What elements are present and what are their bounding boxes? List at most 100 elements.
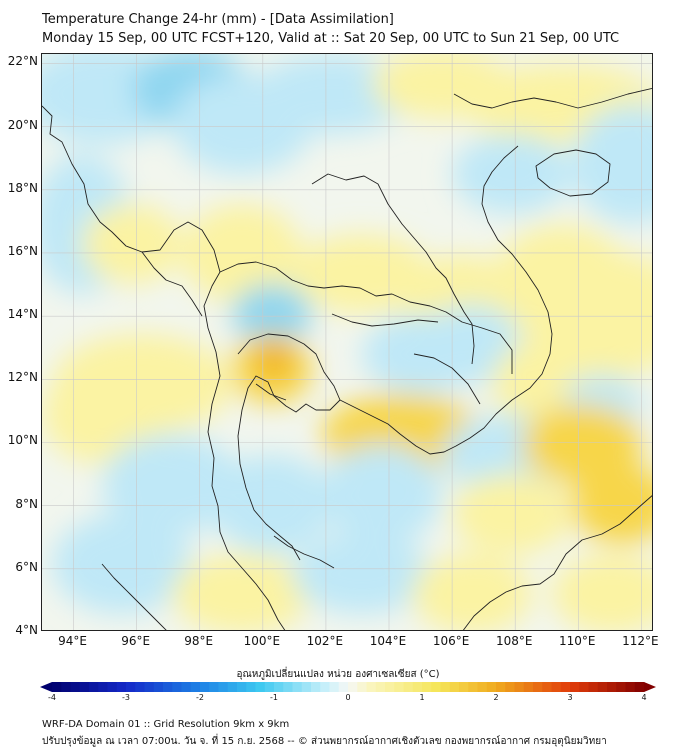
colorbar-cell <box>227 682 238 692</box>
colorbar-cell <box>468 682 478 692</box>
temperature-change-map <box>42 54 652 630</box>
colorbar-cell <box>200 682 210 692</box>
colorbar-cell <box>246 682 256 692</box>
colorbar-cell <box>523 682 534 692</box>
field-patch <box>292 534 432 614</box>
lat-label: 14°N <box>7 307 38 322</box>
colorbar-tick-label: 4 <box>641 693 647 702</box>
colorbar-cell <box>542 682 552 692</box>
colorbar-cell <box>89 682 99 692</box>
lat-label: 16°N <box>7 243 38 258</box>
lon-label: 106°E <box>432 634 470 648</box>
colorbar-cell <box>616 682 626 692</box>
colorbar-cell <box>560 682 571 692</box>
field-patch <box>52 514 192 614</box>
map-panel <box>41 53 653 631</box>
colorbar-cell <box>375 682 386 692</box>
colorbar-tick-label: -2 <box>196 693 204 702</box>
colorbar-cell <box>237 682 247 692</box>
lat-label: 12°N <box>7 370 38 385</box>
colorbar-cell <box>190 682 201 692</box>
lat-label: 10°N <box>7 433 38 448</box>
colorbar-cell <box>311 682 321 692</box>
colorbar-cell <box>144 682 155 692</box>
colorbar-cell <box>449 682 460 692</box>
colorbar-cell <box>477 682 488 692</box>
colorbar-cell <box>348 682 358 692</box>
field-patch <box>102 434 242 534</box>
lon-label: 104°E <box>369 634 407 648</box>
colorbar-tick-label: 1 <box>419 693 425 702</box>
field-patch <box>452 134 572 214</box>
colorbar-cell <box>366 682 377 692</box>
colorbar-cell <box>116 682 127 692</box>
colorbar-cell <box>579 682 589 692</box>
field-patch <box>82 204 182 284</box>
colorbar-cell <box>181 682 192 692</box>
colorbar-cell <box>431 682 441 692</box>
colorbar-cell <box>135 682 145 692</box>
field-patch <box>182 204 302 304</box>
colorbar-tick-label: 2 <box>493 693 499 702</box>
field-patch <box>552 554 652 630</box>
colorbar-cell <box>514 682 525 692</box>
colorbar-tick-label: -1 <box>270 693 278 702</box>
land-outlines <box>42 87 652 630</box>
footer-model-info: WRF-DA Domain 01 :: Grid Resolution 9km … <box>42 719 290 730</box>
lon-label: 112°E <box>622 634 659 648</box>
colorbar-cell <box>172 682 182 692</box>
colorbar-cell <box>403 682 414 692</box>
lat-label: 18°N <box>7 180 38 195</box>
field-patch <box>522 404 642 484</box>
colorbar-cell <box>218 682 229 692</box>
colorbar-tick-label: -3 <box>122 693 130 702</box>
colorbar-title: อุณหภูมิเปลี่ยนแปลง หน่วย องศาเซลเซียส (… <box>236 669 440 680</box>
colorbar-cell <box>357 682 367 692</box>
lon-label: 102°E <box>306 634 344 648</box>
colorbar-cell <box>385 682 395 692</box>
colorbar-cell <box>625 682 636 692</box>
field-patch <box>422 304 522 384</box>
colorbar-cell <box>163 682 173 692</box>
field-patch <box>254 339 294 379</box>
lon-label: 98°E <box>184 634 214 648</box>
field-patch <box>212 454 332 554</box>
colorbar-cell <box>209 682 219 692</box>
lat-label: 20°N <box>7 117 38 132</box>
colorbar-cell <box>570 682 580 692</box>
colorbar-cell <box>98 682 108 692</box>
colorbar-cell <box>588 682 599 692</box>
colorbar-cell <box>597 682 608 692</box>
field-patch <box>452 474 572 554</box>
lon-label: 100°E <box>243 634 281 648</box>
field-patch <box>412 554 532 630</box>
colorbar-cell <box>52 682 62 692</box>
colorbar-cell <box>283 682 293 692</box>
colorbar-cell <box>440 682 451 692</box>
colorbar-cell <box>551 682 562 692</box>
lat-label: 6°N <box>15 559 38 574</box>
colorbar-cell <box>422 682 432 692</box>
colorbar-cell <box>255 682 266 692</box>
colorbar-cell <box>412 682 423 692</box>
lon-label: 96°E <box>121 634 151 648</box>
colorbar <box>40 682 656 692</box>
lat-label: 8°N <box>15 496 38 511</box>
colorbar-max-extend <box>644 682 656 692</box>
colorbar-cell <box>126 682 136 692</box>
colorbar-cell <box>79 682 90 692</box>
field-patch <box>292 234 432 314</box>
colorbar-cell <box>505 682 515 692</box>
colorbar-tick-label: 3 <box>567 693 573 702</box>
colorbar-cell <box>459 682 469 692</box>
colorbar-cell <box>607 682 617 692</box>
colorbar-min-extend <box>40 682 52 692</box>
field-patch <box>252 54 412 134</box>
colorbar-cell <box>486 682 497 692</box>
colorbar-cell <box>634 682 645 692</box>
chart-subtitle: Monday 15 Sep, 00 UTC FCST+120, Valid at… <box>42 31 620 46</box>
temperature-field <box>42 54 652 630</box>
lon-label: 108°E <box>495 634 533 648</box>
colorbar-cell <box>70 682 81 692</box>
colorbar-tick-label: -4 <box>48 693 56 702</box>
